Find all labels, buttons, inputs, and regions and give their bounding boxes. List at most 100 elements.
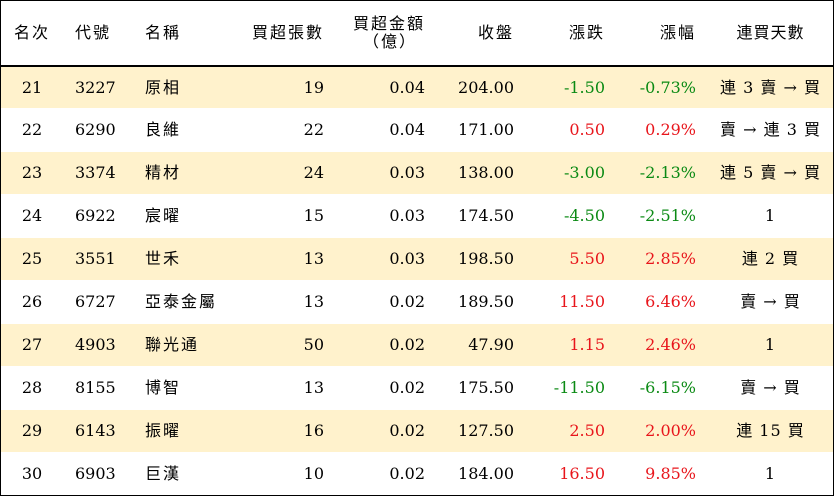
cell-net-buy-amount: 0.02 xyxy=(336,409,437,452)
table-row: 25 3551 世禾 13 0.03 198.50 5.50 2.85% 連 2 買 xyxy=(1,237,833,280)
header-rank: 名次 xyxy=(1,1,63,65)
cell-close: 138.00 xyxy=(437,151,526,194)
cell-close: 127.50 xyxy=(437,409,526,452)
cell-net-buy-lots: 24 xyxy=(235,151,336,194)
cell-name: 巨漢 xyxy=(133,452,235,495)
cell-rank: 27 xyxy=(1,323,63,366)
cell-change: 1.15 xyxy=(526,323,617,366)
cell-name: 聯光通 xyxy=(133,323,235,366)
cell-streak: 賣 → 買 xyxy=(708,280,833,323)
header-change-pct: 漲幅 xyxy=(617,1,708,65)
cell-change-pct: 0.29% xyxy=(617,108,708,151)
cell-code: 6727 xyxy=(63,280,133,323)
cell-rank: 24 xyxy=(1,194,63,237)
cell-code: 6143 xyxy=(63,409,133,452)
table-row: 23 3374 精材 24 0.03 138.00 -3.00 -2.13% 連 5 賣 → 買 xyxy=(1,151,833,194)
cell-code: 6290 xyxy=(63,108,133,151)
cell-close: 175.50 xyxy=(437,366,526,409)
cell-change-pct: 6.46% xyxy=(617,280,708,323)
cell-rank: 21 xyxy=(1,65,63,108)
cell-change-pct: -2.13% xyxy=(617,151,708,194)
cell-net-buy-lots: 13 xyxy=(235,280,336,323)
cell-rank: 23 xyxy=(1,151,63,194)
cell-net-buy-lots: 13 xyxy=(235,237,336,280)
cell-close: 174.50 xyxy=(437,194,526,237)
cell-change-pct: 2.85% xyxy=(617,237,708,280)
cell-net-buy-lots: 13 xyxy=(235,366,336,409)
cell-name: 原相 xyxy=(133,65,235,108)
cell-net-buy-amount: 0.02 xyxy=(336,452,437,495)
cell-change: 16.50 xyxy=(526,452,617,495)
cell-change-pct: 2.00% xyxy=(617,409,708,452)
cell-change: -1.50 xyxy=(526,65,617,108)
table-row: 30 6903 巨漢 10 0.02 184.00 16.50 9.85% 1 xyxy=(1,452,833,495)
cell-net-buy-lots: 22 xyxy=(235,108,336,151)
cell-change-pct: -0.73% xyxy=(617,65,708,108)
cell-streak: 賣 → 買 xyxy=(708,366,833,409)
cell-change-pct: 2.46% xyxy=(617,323,708,366)
cell-close: 189.50 xyxy=(437,280,526,323)
cell-name: 精材 xyxy=(133,151,235,194)
cell-change: -3.00 xyxy=(526,151,617,194)
header-net-buy-amount-line2: （億） xyxy=(362,32,417,51)
cell-rank: 30 xyxy=(1,452,63,495)
cell-name: 振曜 xyxy=(133,409,235,452)
cell-close: 198.50 xyxy=(437,237,526,280)
cell-change: -11.50 xyxy=(526,366,617,409)
cell-name: 亞泰金屬 xyxy=(133,280,235,323)
cell-close: 171.00 xyxy=(437,108,526,151)
cell-change-pct: -6.15% xyxy=(617,366,708,409)
cell-net-buy-lots: 15 xyxy=(235,194,336,237)
header-close: 收盤 xyxy=(437,1,526,65)
cell-rank: 22 xyxy=(1,108,63,151)
header-change: 漲跌 xyxy=(526,1,617,65)
cell-net-buy-amount: 0.04 xyxy=(336,108,437,151)
cell-streak: 1 xyxy=(708,323,833,366)
cell-name: 博智 xyxy=(133,366,235,409)
cell-rank: 25 xyxy=(1,237,63,280)
table-row: 27 4903 聯光通 50 0.02 47.90 1.15 2.46% 1 xyxy=(1,323,833,366)
cell-rank: 28 xyxy=(1,366,63,409)
cell-code: 8155 xyxy=(63,366,133,409)
header-net-buy-amount-line1: 買超金額 xyxy=(352,14,425,33)
cell-net-buy-lots: 19 xyxy=(235,65,336,108)
header-net-buy-lots: 買超張數 xyxy=(235,1,336,65)
cell-change-pct: -2.51% xyxy=(617,194,708,237)
cell-net-buy-lots: 16 xyxy=(235,409,336,452)
cell-code: 6903 xyxy=(63,452,133,495)
cell-close: 184.00 xyxy=(437,452,526,495)
cell-name: 良維 xyxy=(133,108,235,151)
table-row: 21 3227 原相 19 0.04 204.00 -1.50 -0.73% 連 3 賣 → 買 xyxy=(1,65,833,108)
cell-rank: 29 xyxy=(1,409,63,452)
cell-change: -4.50 xyxy=(526,194,617,237)
table-row: 26 6727 亞泰金屬 13 0.02 189.50 11.50 6.46% 賣 → 買 xyxy=(1,280,833,323)
cell-change: 0.50 xyxy=(526,108,617,151)
cell-streak: 連 15 買 xyxy=(708,409,833,452)
cell-close: 47.90 xyxy=(437,323,526,366)
cell-net-buy-lots: 50 xyxy=(235,323,336,366)
cell-net-buy-amount: 0.03 xyxy=(336,237,437,280)
header-net-buy-amount: 買超金額 （億） xyxy=(336,1,437,65)
cell-code: 4903 xyxy=(63,323,133,366)
cell-name: 宸曜 xyxy=(133,194,235,237)
cell-net-buy-amount: 0.02 xyxy=(336,323,437,366)
cell-change: 5.50 xyxy=(526,237,617,280)
header-code: 代號 xyxy=(63,1,133,65)
cell-code: 6922 xyxy=(63,194,133,237)
cell-close: 204.00 xyxy=(437,65,526,108)
cell-change: 2.50 xyxy=(526,409,617,452)
header-name: 名稱 xyxy=(133,1,235,65)
cell-change-pct: 9.85% xyxy=(617,452,708,495)
cell-streak: 賣 → 連 3 買 xyxy=(708,108,833,151)
table-row: 28 8155 博智 13 0.02 175.50 -11.50 -6.15% 賣 → 買 xyxy=(1,366,833,409)
header-row: 名次 代號 名稱 買超張數 買超金額 （億） 收盤 漲跌 漲幅 連買天數 xyxy=(1,1,833,65)
table-row: 22 6290 良維 22 0.04 171.00 0.50 0.29% 賣 → 連 3 買 xyxy=(1,108,833,151)
table-body: 21 3227 原相 19 0.04 204.00 -1.50 -0.73% 連 3 賣 → 買… xyxy=(1,65,833,495)
cell-code: 3374 xyxy=(63,151,133,194)
cell-streak: 1 xyxy=(708,194,833,237)
table-row: 24 6922 宸曜 15 0.03 174.50 -4.50 -2.51% 1 xyxy=(1,194,833,237)
cell-net-buy-amount: 0.04 xyxy=(336,65,437,108)
cell-rank: 26 xyxy=(1,280,63,323)
cell-net-buy-amount: 0.02 xyxy=(336,280,437,323)
